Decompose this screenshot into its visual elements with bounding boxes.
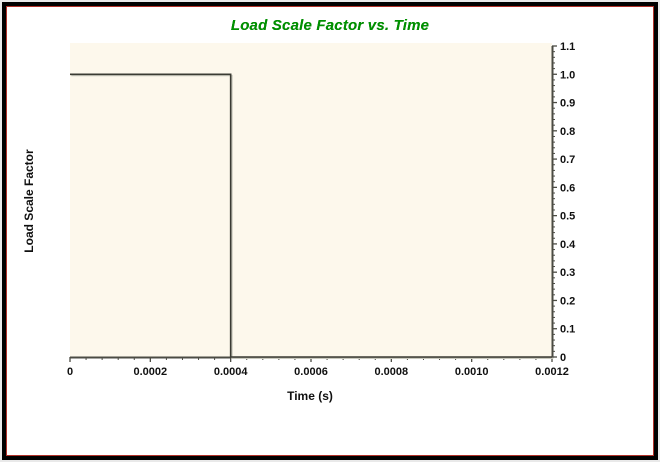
x-tick-label: 0.0010 <box>455 366 489 378</box>
y-tick-label: 0.7 <box>560 154 575 166</box>
x-tick-label: 0.0008 <box>375 366 409 378</box>
y-tick-label: 0.3 <box>560 267 575 279</box>
plot-area <box>70 43 552 357</box>
y-tick-label: 0.5 <box>560 211 575 223</box>
x-tick-label: 0 <box>67 366 73 378</box>
y-tick-label: 0.9 <box>560 98 575 110</box>
x-tick-label: 0.0002 <box>134 366 168 378</box>
series-line-shadow <box>71 74 554 359</box>
x-tick-label: 0.0012 <box>535 366 569 378</box>
chart-title: Load Scale Factor vs. Time <box>230 17 430 34</box>
y-tick-label: 0 <box>560 352 566 364</box>
plot-svg: 0 0.0002 0.0004 0.0006 0.0008 0.0010 0.0012 0 0.… <box>67 41 576 378</box>
y-tick-label: 0.8 <box>560 126 575 138</box>
y-tick-label: 0.4 <box>560 239 576 251</box>
x-axis-title: Time (s) <box>287 389 333 403</box>
y-axis-title: Load Scale Factor <box>22 149 36 253</box>
y-tick-label: 1.0 <box>560 69 575 81</box>
y-tick-label: 0.6 <box>560 182 575 194</box>
x-tick-label: 0.0006 <box>294 366 328 378</box>
series-line <box>70 73 552 358</box>
window-frame-inner-line: Load Scale Factor vs. Time 0 0.0002 0.0004… <box>6 6 654 456</box>
y-tick-label: 0.1 <box>560 324 575 336</box>
y-tick-label: 0.2 <box>560 295 575 307</box>
x-tick-label: 0.0004 <box>214 366 249 378</box>
y-tick-label: 1.1 <box>560 41 575 53</box>
